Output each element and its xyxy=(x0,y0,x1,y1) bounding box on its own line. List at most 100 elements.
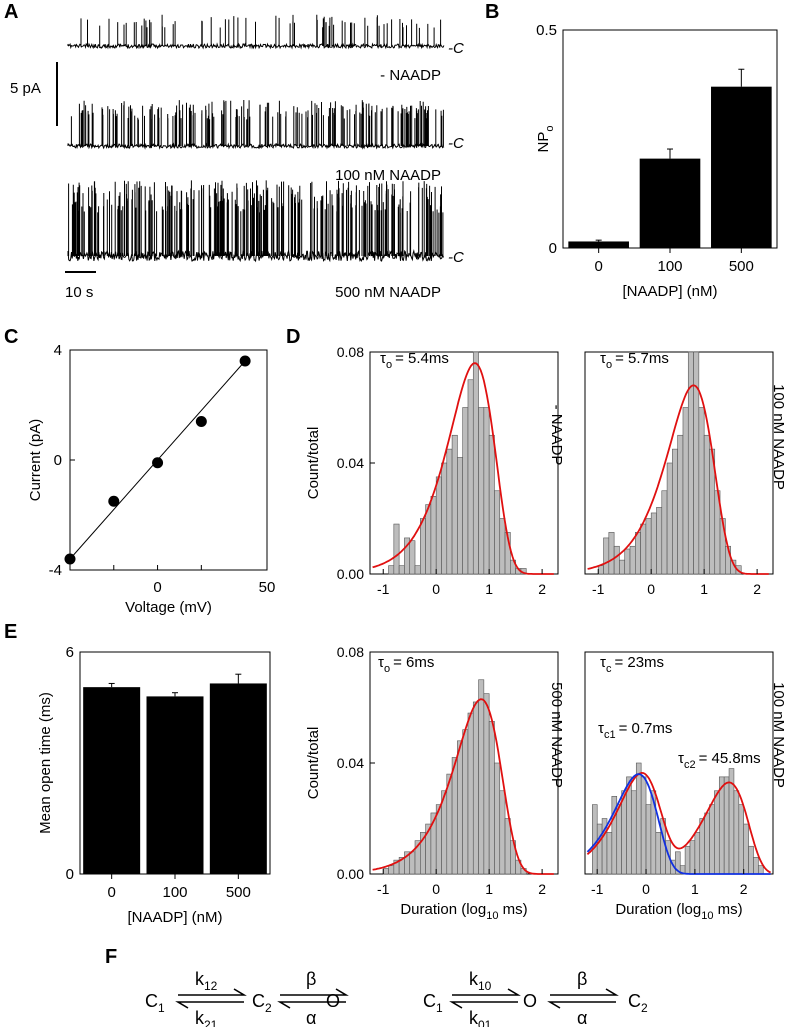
scheme2-state-3: C2 xyxy=(628,991,648,1015)
scheme1-arrows-1 xyxy=(175,988,247,1009)
trace-label-500nm: 500 nM NAADP xyxy=(335,284,441,301)
histogram-bar xyxy=(698,407,705,575)
x-axis-label-end: ms) xyxy=(498,901,527,918)
scheme-2: C1 O C2 k10 k01 β α xyxy=(423,969,648,1027)
y-tick-label: 6 xyxy=(66,644,74,661)
chart-e: 0 100 500 0 6 [NAADP] (nM) Mean open time (ms) xyxy=(37,644,271,926)
histogram-bar xyxy=(472,351,479,575)
x-tick-label: 1 xyxy=(691,881,699,897)
histogram-bar xyxy=(753,857,759,875)
histogram-bar xyxy=(709,804,715,875)
panel-e: E 0 100 500 0 6 [NAADP] (nM) Mean open time (m… xyxy=(4,621,271,926)
histogram-bar xyxy=(494,762,501,875)
x-axis-label: Duration (log10 ms) xyxy=(400,901,527,922)
histogram-bar xyxy=(462,729,469,875)
histogram-bar xyxy=(409,540,416,575)
histogram-bar xyxy=(451,757,458,875)
data-point xyxy=(64,553,76,565)
histogram-bar xyxy=(733,790,740,875)
scheme-1: C1 C2 O k12 k21 β α xyxy=(145,969,349,1027)
x-tick-label: 1 xyxy=(485,881,493,897)
bar xyxy=(711,86,772,249)
current-scale-label: 5 pA xyxy=(10,80,41,97)
y-tick-label: -4 xyxy=(49,562,62,579)
tau-open-label-2: τo = 5.7ms xyxy=(600,350,669,371)
histogram-bar xyxy=(425,504,432,575)
trace-baseline xyxy=(67,42,445,50)
x-tick-label: 1 xyxy=(700,581,708,597)
histogram-bar xyxy=(748,845,754,875)
histogram-bar xyxy=(684,845,691,875)
x-tick-label: 0 xyxy=(153,579,161,596)
scheme1-state-2: C2 xyxy=(252,991,272,1015)
histogram-bar xyxy=(393,523,400,575)
x-axis-label-sub: 10 xyxy=(701,910,713,922)
x-axis-label-main: Duration (log xyxy=(400,901,486,918)
scheme1-rate-k12: k12 xyxy=(195,969,218,993)
histogram-bar xyxy=(494,490,501,575)
x-tick-label: -1 xyxy=(591,881,604,897)
histogram-bar xyxy=(689,840,696,875)
histogram-100nm: -1 0 1 2 xyxy=(584,351,774,597)
histogram-bar xyxy=(672,448,678,575)
tau-c2-label: τc2 = 45.8ms xyxy=(678,750,761,771)
trace-openings xyxy=(68,180,444,256)
x-axis-label: [NAADP] (nM) xyxy=(127,909,222,926)
histogram-bar xyxy=(382,868,389,875)
data-point xyxy=(239,355,251,367)
histogram-bar xyxy=(430,495,437,575)
histogram-bar xyxy=(451,434,458,575)
histogram-bar xyxy=(596,823,603,875)
scheme2-rate-k10: k10 xyxy=(469,969,492,993)
fit-curve-component xyxy=(586,773,771,875)
trace-openings xyxy=(80,14,442,46)
histogram-bar xyxy=(645,518,652,575)
histogram-bar xyxy=(483,693,490,875)
histogram-bar xyxy=(694,832,701,875)
bar xyxy=(146,696,204,874)
x-tick-label: -1 xyxy=(592,581,605,597)
bar xyxy=(568,241,629,248)
histogram-bar xyxy=(414,565,421,575)
chart-b: 0 100 500 0 0.5 [NAADP] (nM) NPo xyxy=(535,22,778,300)
histogram-bar xyxy=(435,476,442,575)
histogram-bar xyxy=(675,851,681,875)
histogram-bar xyxy=(621,790,627,875)
x-tick-label: 0 xyxy=(432,881,440,897)
closed-marker-2: -C xyxy=(448,135,464,152)
histogram-500nm: -1 0 1 2 0.00 0.04 0.08 Count/total Duration (lo… xyxy=(305,644,559,922)
histogram-bar xyxy=(457,457,463,575)
histogram-bar xyxy=(409,851,416,875)
trace-label-100nm: 100 nM NAADP xyxy=(335,167,441,184)
condition-label-100nm: 100 nM NAADP xyxy=(770,384,787,490)
histogram-bar xyxy=(592,804,598,875)
condition-label-500nm: 500 nM NAADP xyxy=(548,682,565,788)
histogram-bar xyxy=(616,804,622,875)
histogram-bar xyxy=(661,490,668,575)
fit-curve xyxy=(587,384,769,575)
x-tick-label: 100 xyxy=(162,884,187,901)
closed-marker-3: -C xyxy=(448,249,464,266)
histogram-bar xyxy=(656,507,663,575)
x-tick-label: -1 xyxy=(377,581,390,597)
scheme2-rate-beta: β xyxy=(577,969,587,989)
y-tick-label: 0 xyxy=(54,452,62,469)
bar xyxy=(639,158,701,248)
x-tick-label: 500 xyxy=(729,258,754,275)
x-tick-label: 2 xyxy=(753,581,761,597)
x-axis-label-sub: 10 xyxy=(486,910,498,922)
histogram-bar xyxy=(758,865,764,875)
histogram-bar xyxy=(666,462,673,575)
trace-100nm xyxy=(67,100,445,150)
histogram-control: -1 0 1 2 0.00 0.04 0.08 Count/total xyxy=(305,344,559,597)
panel-d: D -1 0 1 2 0.00 0.04 0.08 Count/total -1 0 1 2 -1 0… xyxy=(286,326,787,922)
bar xyxy=(209,683,267,874)
histogram-bar xyxy=(472,701,479,875)
histogram-bar xyxy=(723,776,730,875)
histogram-bar xyxy=(597,565,604,575)
trace-openings xyxy=(70,100,444,146)
plot-frame xyxy=(69,349,268,571)
tau-open-label-1: τo = 5.4ms xyxy=(380,350,449,371)
scheme1-rate-k21: k21 xyxy=(195,1008,218,1027)
histogram-bar xyxy=(704,812,710,875)
